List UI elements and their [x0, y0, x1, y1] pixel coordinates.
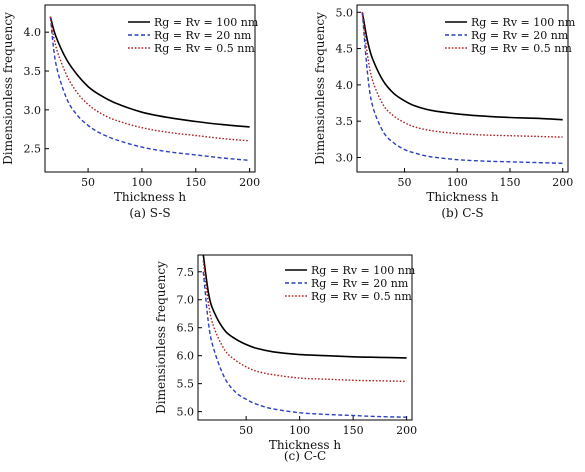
x-tick-label: 50	[81, 176, 95, 189]
y-tick-label: 3.5	[336, 115, 354, 128]
x-axis-label: Thickness h	[269, 438, 342, 452]
x-tick-label: 100	[289, 424, 310, 437]
y-tick-label: 2.5	[24, 143, 42, 156]
legend-label: Rg = Rv = 100 nm	[471, 16, 576, 29]
y-axis-label: Dimensionless frequency	[1, 12, 15, 165]
legend-label: Rg = Rv = 0.5 nm	[311, 290, 412, 303]
legend-label: Rg = Rv = 20 nm	[311, 277, 409, 290]
chart-panel-2: 50 100 150 200 3.0 3.5 4.0 4.5 5.0 Thickness h Dim…	[313, 4, 576, 220]
x-tick-label: 100	[131, 176, 152, 189]
y-tick-label: 3.0	[24, 104, 42, 117]
legend-label: Rg = Rv = 20 nm	[471, 29, 569, 42]
series-line-2	[361, 12, 563, 164]
y-tick-label: 4.0	[336, 79, 354, 92]
y-axis-label: Dimensionless frequency	[154, 261, 168, 414]
series-line-1	[361, 12, 563, 121]
x-tick-label: 200	[239, 176, 260, 189]
y-tick-label: 7.0	[177, 294, 195, 307]
y-tick-label: 7.5	[177, 266, 195, 279]
y-tick-label: 4.0	[24, 26, 42, 39]
y-tick-label: 3.5	[24, 65, 42, 78]
series-line-2	[202, 271, 407, 418]
x-tick-label: 50	[397, 176, 411, 189]
plot-frame	[44, 4, 256, 173]
y-axis-label: Dimensionless frequency	[313, 12, 327, 165]
x-tick-label: 200	[396, 424, 417, 437]
x-tick-label: 150	[185, 176, 206, 189]
y-tick-label: 4.5	[336, 43, 354, 56]
chart-panel-3: 50 100 150 200 5.0 5.5 6.0 6.5 7.0 7.5 Thickness h…	[154, 254, 417, 463]
y-tick-label: 5.0	[336, 6, 354, 19]
x-tick-label: 150	[499, 176, 520, 189]
y-tick-label: 5.0	[177, 406, 195, 419]
plot-frame	[197, 254, 413, 421]
x-axis-label: Thickness h	[426, 190, 499, 204]
x-axis-label: Thickness h	[114, 190, 187, 204]
y-tick-label: 6.0	[177, 350, 195, 363]
chart-panel-1: 50 100 150 200 2.5 3.0 3.5 4.0 Thickness h Dimens…	[1, 4, 260, 220]
series-line-1	[202, 254, 407, 359]
y-tick-label: 3.0	[336, 151, 354, 164]
legend-label: Rg = Rv = 100 nm	[311, 264, 416, 277]
y-tick-label: 5.5	[177, 378, 195, 391]
plot-frame	[356, 4, 569, 173]
legend-label: Rg = Rv = 20 nm	[154, 29, 252, 42]
panel-caption: (b) C-S	[441, 206, 483, 220]
series-line-3	[49, 16, 250, 142]
series-line-3	[202, 260, 407, 383]
panel-caption: (a) S-S	[129, 206, 170, 220]
x-tick-label: 50	[239, 424, 253, 437]
legend-label: Rg = Rv = 0.5 nm	[154, 42, 255, 55]
legend-label: Rg = Rv = 0.5 nm	[471, 42, 572, 55]
y-tick-label: 6.5	[177, 322, 195, 335]
x-tick-label: 100	[447, 176, 468, 189]
legend-label: Rg = Rv = 100 nm	[154, 16, 259, 29]
x-tick-label: 150	[343, 424, 364, 437]
series-line-1	[49, 16, 250, 128]
x-tick-label: 200	[552, 176, 573, 189]
panel-caption: (c) C-C	[284, 449, 326, 463]
series-line-2	[49, 16, 250, 161]
